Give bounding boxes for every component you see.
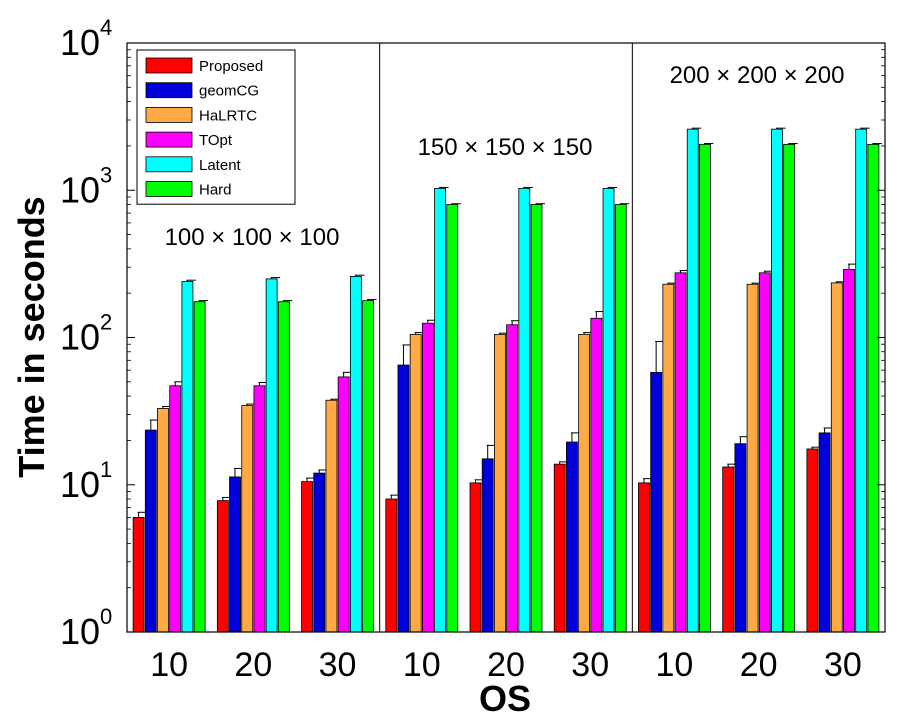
legend-label: TOpt xyxy=(199,132,233,149)
x-tick-label: 10 xyxy=(150,646,188,684)
bar xyxy=(578,333,591,633)
legend-label: Latent xyxy=(199,157,242,174)
x-axis-title: OS xyxy=(479,678,531,719)
bar xyxy=(481,458,494,633)
bar xyxy=(638,482,650,633)
bar xyxy=(216,500,229,633)
y-tick-label: 101 xyxy=(60,457,112,505)
bar xyxy=(722,466,735,633)
bar xyxy=(446,204,459,633)
y-axis-ticks: 100 101 102 103 104 xyxy=(60,15,885,652)
bar xyxy=(602,187,615,633)
bar xyxy=(241,405,254,633)
bar xyxy=(855,128,868,633)
bar xyxy=(553,463,566,633)
x-tick-label: 30 xyxy=(571,646,609,684)
bar xyxy=(362,300,374,633)
bar xyxy=(614,204,627,633)
bar xyxy=(313,472,326,633)
x-tick-label: 10 xyxy=(656,646,694,684)
x-tick-label: 10 xyxy=(403,646,441,684)
bar xyxy=(518,187,531,633)
legend-label: Proposed xyxy=(199,58,263,75)
bar xyxy=(349,275,362,633)
x-tick-label: 20 xyxy=(740,646,778,684)
bar xyxy=(253,385,266,633)
bar xyxy=(783,143,796,633)
legend-label: Hard xyxy=(199,182,232,199)
series-topt xyxy=(169,263,858,633)
bar xyxy=(771,128,783,633)
bar xyxy=(843,269,855,633)
group-label: 200 × 200 × 200 xyxy=(670,62,845,89)
legend-swatch xyxy=(145,131,193,148)
bar xyxy=(157,407,169,633)
legend-swatch xyxy=(145,82,193,99)
legend-label: geomCG xyxy=(199,83,259,100)
y-tick-label: 102 xyxy=(60,310,112,358)
legend-swatch xyxy=(145,57,193,74)
bar xyxy=(397,364,410,633)
bar xyxy=(650,371,663,633)
legend-swatch xyxy=(145,156,193,173)
y-tick-label: 103 xyxy=(60,162,112,210)
y-tick-label: 104 xyxy=(60,15,112,63)
y-tick-label: 100 xyxy=(60,604,112,652)
bar xyxy=(434,187,446,633)
group-label: 100 × 100 × 100 xyxy=(165,224,340,251)
bar xyxy=(867,143,880,633)
legend: Proposed geomCG HaLRTC TOpt Latent Hard xyxy=(136,49,296,205)
y-axis-title: Time in seconds xyxy=(11,196,52,477)
bar xyxy=(506,324,519,633)
bar xyxy=(325,399,338,633)
bar xyxy=(818,432,831,633)
bar xyxy=(566,441,578,633)
group-label: 150 × 150 × 150 xyxy=(418,134,593,161)
bar xyxy=(530,204,543,633)
bar xyxy=(493,333,506,633)
bar xyxy=(746,283,759,633)
bar xyxy=(169,385,182,633)
series-halrtc xyxy=(157,281,846,633)
bar xyxy=(699,143,711,633)
group-separators xyxy=(379,43,633,632)
bar xyxy=(337,376,350,633)
bar xyxy=(758,272,771,633)
bar xyxy=(265,278,278,633)
bar xyxy=(421,322,434,633)
bar xyxy=(409,333,422,633)
bar xyxy=(734,443,747,633)
legend-box xyxy=(136,49,296,205)
bar xyxy=(674,272,687,633)
bar xyxy=(686,128,699,633)
x-tick-label: 30 xyxy=(319,646,357,684)
bar xyxy=(132,517,145,633)
bars-layer xyxy=(132,127,882,633)
bar xyxy=(830,282,843,633)
bar xyxy=(277,301,290,633)
bar xyxy=(590,317,603,633)
bar xyxy=(662,283,675,633)
bar xyxy=(469,482,482,633)
x-tick-label: 20 xyxy=(234,646,272,684)
legend-swatch xyxy=(145,181,193,197)
legend-label: HaLRTC xyxy=(199,107,257,124)
x-tick-label: 20 xyxy=(487,646,525,684)
bar xyxy=(144,429,157,633)
x-axis-ticks: 10 20 30 10 20 30 10 20 30 xyxy=(150,646,862,684)
bar xyxy=(301,481,313,633)
bar xyxy=(806,448,819,633)
x-tick-label: 30 xyxy=(824,646,862,684)
bar xyxy=(385,498,398,633)
group-labels: 100 × 100 × 100 150 × 150 × 150 200 × 200 … xyxy=(165,62,845,251)
legend-swatch xyxy=(145,107,193,123)
bar xyxy=(229,476,241,633)
bar xyxy=(193,301,206,633)
bar xyxy=(181,281,194,633)
